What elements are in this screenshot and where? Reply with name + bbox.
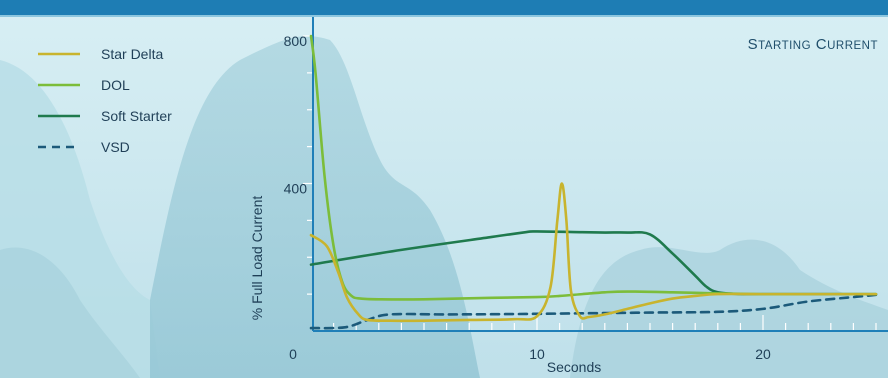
x-ticks xyxy=(333,315,877,330)
top-banner xyxy=(0,0,888,15)
legend-item-star-delta: Star Delta xyxy=(38,46,163,62)
series-layer xyxy=(309,34,878,330)
legend-item-soft-starter: Soft Starter xyxy=(38,108,172,124)
legend: Star Delta DOL Soft Starter VSD xyxy=(38,46,172,155)
series-line-star-delta xyxy=(309,182,878,323)
x-tick-label: 20 xyxy=(755,346,771,362)
y-tick-label: 400 xyxy=(284,181,308,197)
legend-label: DOL xyxy=(101,77,130,93)
legend-label: Star Delta xyxy=(101,46,163,62)
y-axis-label: % Full Load Current xyxy=(249,196,265,321)
series-line-soft-starter xyxy=(309,230,878,296)
y-tick-labels: 400 800 xyxy=(284,33,308,197)
series-line-dol xyxy=(309,34,878,301)
y-tick-label: 800 xyxy=(284,33,308,49)
legend-item-dol: DOL xyxy=(38,77,130,93)
x-axis-label: Seconds xyxy=(547,359,601,375)
chart-title: STARTING CURRENT xyxy=(748,36,878,53)
legend-item-vsd: VSD xyxy=(38,139,130,155)
x-tick-label: 0 xyxy=(289,346,297,362)
x-tick-label: 10 xyxy=(529,346,545,362)
x-tick-labels: 0 10 20 xyxy=(289,346,771,362)
legend-label: Soft Starter xyxy=(101,108,172,124)
y-ticks xyxy=(303,35,312,295)
legend-label: VSD xyxy=(101,139,130,155)
